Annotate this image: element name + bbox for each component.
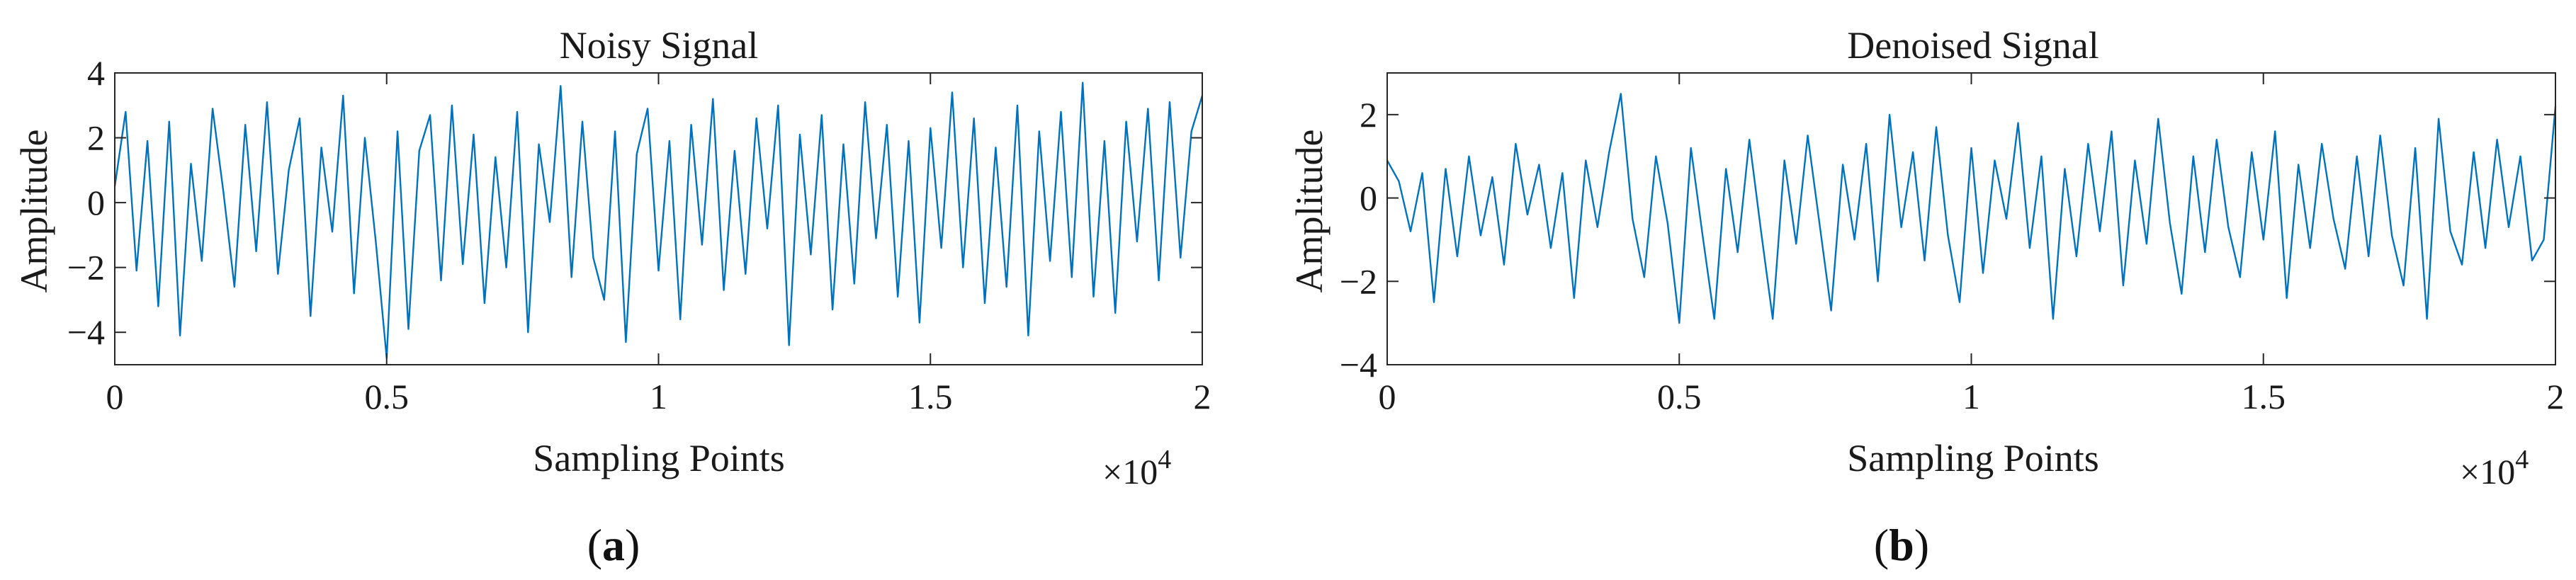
y-axis-label: Amplitude bbox=[13, 130, 55, 293]
x-multiplier: ×104 bbox=[2460, 445, 2529, 491]
y-axis-label: Amplitude bbox=[1288, 130, 1331, 293]
x-tick-label: 2 bbox=[1194, 377, 1211, 416]
y-tick-label: 4 bbox=[87, 53, 105, 93]
chart-denoised-signal: Denoised Signal Amplitude Sampling Point… bbox=[1288, 24, 2565, 491]
chart-title: Denoised Signal bbox=[1847, 24, 2098, 67]
x-axis-label: Sampling Points bbox=[533, 437, 785, 479]
x-tick-label: 1.5 bbox=[2242, 377, 2286, 416]
x-tick-label: 1.5 bbox=[908, 377, 953, 416]
series-line bbox=[113, 81, 1204, 359]
panel-label-letter: b bbox=[1889, 520, 1914, 570]
x-tick-label: 0 bbox=[106, 377, 124, 416]
panel-label-open: ( bbox=[1874, 520, 1889, 570]
x-tick-label: 0.5 bbox=[365, 377, 409, 416]
x-tick-label: 0 bbox=[1379, 377, 1396, 416]
y-tick-label: 2 bbox=[1360, 95, 1377, 135]
x-axis-label: Sampling Points bbox=[1847, 437, 2099, 479]
plot-frame bbox=[1386, 72, 2556, 365]
x-multiplier-exponent: 4 bbox=[1158, 445, 1171, 474]
x-tick-label: 2 bbox=[2547, 377, 2565, 416]
x-multiplier-base: ×10 bbox=[2460, 452, 2515, 491]
x-multiplier: ×104 bbox=[1102, 445, 1171, 491]
y-tick-label: 0 bbox=[87, 183, 105, 222]
x-tick-label: 0.5 bbox=[1657, 377, 1702, 416]
chart-noisy-signal: Noisy Signal Amplitude Sampling Points ×… bbox=[13, 24, 1211, 491]
y-tick-label: 0 bbox=[1360, 178, 1377, 218]
panel-label-a: (a) bbox=[587, 520, 640, 570]
panel-label-letter: a bbox=[602, 520, 625, 570]
chart-title: Noisy Signal bbox=[560, 24, 759, 67]
y-tick-label: −4 bbox=[1340, 345, 1377, 385]
x-tick-label: 1 bbox=[650, 377, 667, 416]
panel-label-b: (b) bbox=[1874, 520, 1929, 570]
plot-frame bbox=[114, 72, 1203, 365]
series-line bbox=[1386, 93, 2557, 324]
panel-label-open: ( bbox=[587, 520, 602, 570]
x-multiplier-base: ×10 bbox=[1102, 452, 1158, 491]
y-tick-label: 2 bbox=[87, 118, 105, 158]
y-tick-label: −4 bbox=[67, 312, 105, 352]
x-multiplier-exponent: 4 bbox=[2515, 445, 2529, 474]
y-tick-label: −2 bbox=[67, 248, 105, 288]
x-tick-label: 1 bbox=[1962, 377, 1980, 416]
panel-label-close: ) bbox=[1914, 520, 1929, 570]
y-tick-label: −2 bbox=[1340, 261, 1377, 301]
panel-label-close: ) bbox=[625, 520, 640, 570]
